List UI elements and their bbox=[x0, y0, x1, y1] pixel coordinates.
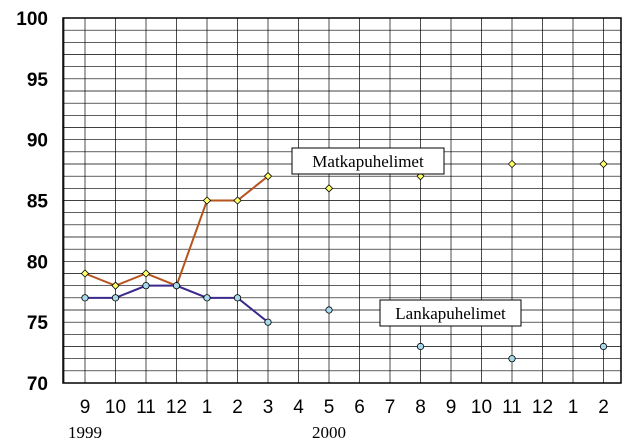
x-tick-label: 5 bbox=[324, 397, 335, 418]
series-label-box: Matkapuhelimet bbox=[291, 147, 445, 175]
series-group bbox=[80, 159, 608, 363]
x-tick-label: 10 bbox=[471, 397, 492, 418]
data-point bbox=[599, 342, 608, 351]
series-annotations: Matkapuhelimet Lankapuhelimet bbox=[291, 147, 522, 327]
x-axis-ticks: 9 10 11 12 1 2 3 4 5 6 7 8 9 10 11 12 1 2 bbox=[80, 397, 609, 418]
data-point bbox=[233, 294, 242, 302]
data-point bbox=[142, 282, 150, 290]
x-tick-label: 10 bbox=[105, 397, 126, 418]
x-tick-label: 6 bbox=[354, 397, 365, 418]
data-point bbox=[507, 159, 517, 169]
x-tick-label: 8 bbox=[415, 397, 426, 418]
x-tick-label: 1 bbox=[568, 397, 579, 418]
x-tick-label: 11 bbox=[136, 397, 156, 418]
data-point bbox=[81, 294, 89, 302]
data-point bbox=[599, 159, 608, 169]
x-tick-label: 11 bbox=[502, 397, 522, 418]
data-point bbox=[111, 294, 120, 302]
data-point bbox=[80, 269, 90, 278]
y-tick-label: 80 bbox=[27, 252, 48, 273]
x-tick-label: 2 bbox=[598, 397, 609, 418]
data-point bbox=[508, 355, 516, 363]
y-axis-ticks: 70 75 80 85 90 95 100 bbox=[16, 9, 48, 395]
data-point bbox=[202, 196, 212, 205]
series-label-box: Lankapuhelimet bbox=[379, 299, 522, 327]
year-label: 2000 bbox=[312, 423, 346, 441]
x-tick-label: 4 bbox=[293, 397, 304, 418]
y-tick-label: 95 bbox=[27, 70, 49, 91]
y-tick-label: 100 bbox=[16, 9, 48, 30]
data-point bbox=[172, 282, 181, 290]
grid-lines bbox=[63, 17, 621, 384]
y-tick-label: 90 bbox=[27, 131, 48, 152]
plot-frame bbox=[62, 17, 622, 384]
data-point bbox=[325, 306, 333, 314]
series-label: Matkapuhelimet bbox=[312, 152, 424, 171]
data-point bbox=[141, 269, 151, 278]
x-tick-label: 7 bbox=[385, 397, 396, 418]
year-labels: 1999 2000 bbox=[68, 423, 346, 441]
x-tick-label: 12 bbox=[166, 397, 187, 418]
y-tick-label: 85 bbox=[27, 192, 49, 213]
data-point bbox=[111, 281, 120, 290]
y-tick-label: 75 bbox=[27, 313, 49, 334]
x-tick-label: 2 bbox=[232, 397, 243, 418]
data-point bbox=[416, 342, 425, 351]
data-point bbox=[264, 318, 272, 326]
series-label: Lankapuhelimet bbox=[395, 304, 506, 323]
data-point bbox=[263, 172, 273, 181]
series-2 bbox=[81, 282, 608, 363]
data-point bbox=[233, 196, 242, 205]
y-tick-label: 70 bbox=[27, 374, 48, 395]
year-label: 1999 bbox=[68, 423, 102, 441]
x-tick-label: 9 bbox=[80, 397, 91, 418]
x-tick-label: 3 bbox=[263, 397, 274, 418]
x-tick-label: 1 bbox=[202, 397, 213, 418]
data-point bbox=[324, 184, 334, 193]
x-tick-label: 9 bbox=[446, 397, 457, 418]
x-tick-label: 12 bbox=[532, 397, 553, 418]
data-point bbox=[203, 294, 211, 302]
